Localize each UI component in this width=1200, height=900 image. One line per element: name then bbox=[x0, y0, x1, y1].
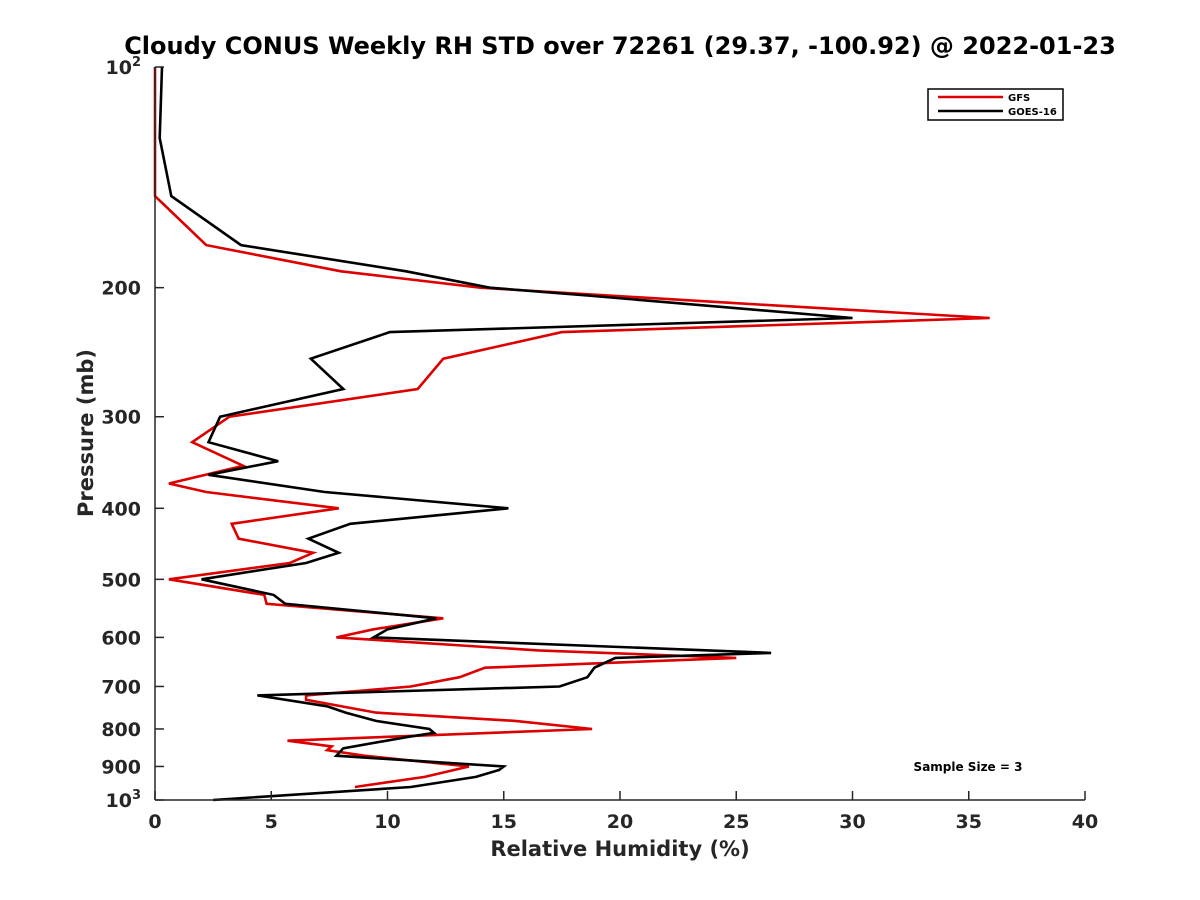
x-tick-label: 20 bbox=[607, 811, 633, 833]
x-tick-label: 5 bbox=[265, 811, 278, 833]
legend-label-gfs: GFS bbox=[1008, 93, 1030, 104]
axes: 0 5 10 15 20 25 30 35 40102200300400500600700800… bbox=[101, 55, 1098, 833]
y-tick-label: 400 bbox=[101, 498, 141, 520]
legend-box bbox=[927, 88, 1064, 121]
x-tick-label: 30 bbox=[839, 811, 865, 833]
y-tick-label-exponent: 2 bbox=[132, 55, 141, 70]
x-tick-label: 15 bbox=[491, 811, 517, 833]
y-tick-label: 103 bbox=[106, 788, 142, 812]
chart-title: Cloudy CONUS Weekly RH STD over 72261 (2… bbox=[124, 32, 1116, 60]
sample-size-annotation: Sample Size = 3 bbox=[914, 760, 1023, 774]
legend: GFS GOES-16 bbox=[927, 88, 1064, 121]
legend-label-goes16: GOES-16 bbox=[1008, 107, 1057, 118]
y-tick-label-exponent: 3 bbox=[132, 788, 141, 803]
plot-area bbox=[153, 66, 990, 802]
series-line-goes16 bbox=[158, 66, 853, 802]
y-tick-label: 500 bbox=[101, 569, 141, 591]
x-tick-label: 25 bbox=[723, 811, 749, 833]
y-axis-label: Pressure (mb) bbox=[74, 349, 98, 517]
y-tick-label: 200 bbox=[101, 278, 141, 300]
x-tick-label: 0 bbox=[148, 811, 161, 833]
x-tick-label: 40 bbox=[1072, 811, 1098, 833]
y-tick-label: 600 bbox=[101, 627, 141, 649]
y-tick-label: 800 bbox=[101, 719, 141, 741]
x-axis-label: Relative Humidity (%) bbox=[490, 837, 749, 861]
x-tick-label: 35 bbox=[956, 811, 982, 833]
y-tick-label: 300 bbox=[101, 407, 141, 429]
y-tick-label: 700 bbox=[101, 676, 141, 698]
y-tick-label: 900 bbox=[101, 756, 141, 778]
series-line-gfs bbox=[153, 67, 990, 789]
x-tick-label: 10 bbox=[374, 811, 400, 833]
